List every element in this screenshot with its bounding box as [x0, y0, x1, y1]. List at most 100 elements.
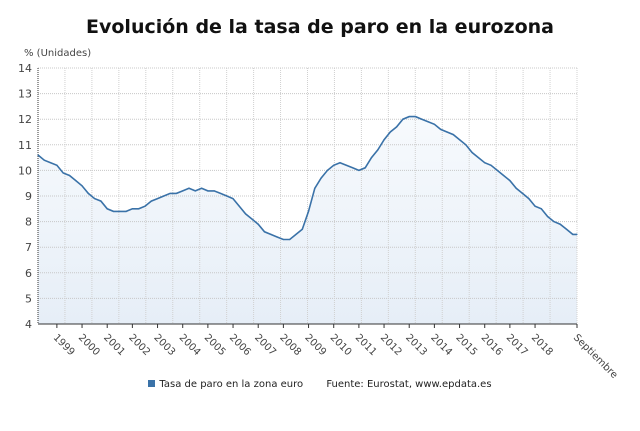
x-tick-label: 2008	[277, 332, 303, 358]
data-point	[282, 238, 284, 241]
x-tick-label: 2016	[479, 332, 505, 358]
data-point	[572, 233, 574, 235]
data-point	[320, 177, 322, 179]
data-point	[112, 210, 115, 212]
x-tick-label: 2005	[202, 332, 228, 358]
data-point	[213, 190, 215, 192]
y-tick-label: 4	[25, 318, 32, 331]
data-point	[408, 116, 410, 118]
data-point	[326, 169, 329, 171]
legend-label: Tasa de paro en la zona euro	[159, 379, 304, 390]
y-tick-label: 10	[18, 164, 32, 177]
x-tick-label: 2017	[504, 332, 530, 358]
data-point	[345, 164, 347, 166]
data-point	[219, 192, 222, 195]
data-point	[257, 223, 259, 225]
x-tick-label: 2009	[302, 332, 328, 358]
x-tick-label: 2018	[529, 332, 555, 358]
x-tick-label: 2000	[76, 332, 102, 358]
data-point	[106, 208, 108, 210]
data-point	[150, 200, 152, 202]
data-point	[94, 197, 96, 200]
y-tick-label: 12	[18, 113, 32, 126]
data-point	[289, 238, 291, 241]
y-tick-label: 6	[25, 267, 32, 280]
x-tick-label: 2001	[101, 332, 127, 358]
data-point	[131, 208, 133, 210]
data-point	[358, 169, 360, 171]
data-point	[226, 195, 228, 197]
data-point	[232, 197, 234, 200]
data-point	[547, 215, 549, 218]
data-point	[333, 164, 335, 166]
data-point	[270, 233, 272, 235]
data-point	[295, 233, 297, 235]
legend: Tasa de paro en la zona euro Fuente: Eur…	[0, 379, 640, 390]
data-point	[125, 210, 127, 212]
data-point	[534, 205, 536, 207]
data-point	[528, 197, 530, 200]
data-point	[169, 192, 171, 195]
data-point	[452, 133, 454, 136]
data-point	[200, 187, 203, 189]
data-point	[402, 118, 404, 120]
chart-title: Evolución de la tasa de paro en la euroz…	[86, 16, 554, 38]
data-point	[509, 180, 511, 182]
data-point	[56, 164, 58, 166]
data-point	[521, 192, 524, 195]
data-point	[458, 139, 461, 141]
data-point	[383, 139, 385, 141]
data-point	[427, 121, 429, 123]
data-point	[49, 162, 52, 164]
data-point	[502, 174, 505, 177]
data-point	[119, 210, 121, 212]
data-point	[540, 208, 542, 210]
data-point	[370, 157, 373, 159]
data-point	[138, 208, 140, 210]
x-tick-label: 2007	[252, 332, 278, 358]
data-point	[440, 128, 442, 131]
data-point	[37, 154, 39, 156]
data-point	[433, 123, 435, 125]
data-point	[553, 221, 555, 223]
y-tick-label: 5	[25, 292, 32, 305]
data-point	[207, 190, 209, 192]
data-point	[484, 162, 486, 164]
data-point	[62, 172, 64, 174]
data-point	[364, 167, 366, 169]
data-point	[175, 192, 178, 195]
data-point	[576, 233, 578, 235]
x-tick-label: 2013	[403, 332, 429, 358]
data-point	[490, 164, 492, 166]
data-point	[75, 180, 77, 182]
data-point	[188, 187, 190, 189]
data-point	[156, 197, 159, 200]
data-point	[182, 190, 184, 192]
data-point	[389, 131, 391, 133]
data-point	[515, 187, 517, 189]
source-note: Fuente: Eurostat, www.epdata.es	[326, 379, 492, 390]
data-point	[301, 228, 303, 230]
data-point	[194, 190, 196, 192]
x-tick-label: 1999	[51, 332, 77, 358]
data-point	[396, 126, 398, 128]
x-tick-label: 2003	[151, 332, 177, 358]
y-tick-label: 14	[18, 62, 32, 75]
y-tick-label: 11	[18, 139, 32, 152]
x-tick-label: 2006	[227, 332, 253, 358]
y-tick-label: 9	[25, 190, 32, 203]
data-point	[263, 231, 266, 233]
data-point	[68, 174, 71, 177]
data-point	[559, 223, 561, 225]
x-tick-label: 2012	[378, 332, 404, 358]
legend-swatch	[148, 380, 156, 387]
data-point	[245, 213, 247, 215]
x-tick-label: Septiembre	[571, 332, 620, 381]
data-point	[43, 159, 45, 161]
data-point	[276, 236, 278, 238]
data-point	[163, 195, 165, 197]
data-point	[251, 218, 253, 220]
data-point	[465, 144, 467, 146]
data-point	[377, 149, 379, 151]
